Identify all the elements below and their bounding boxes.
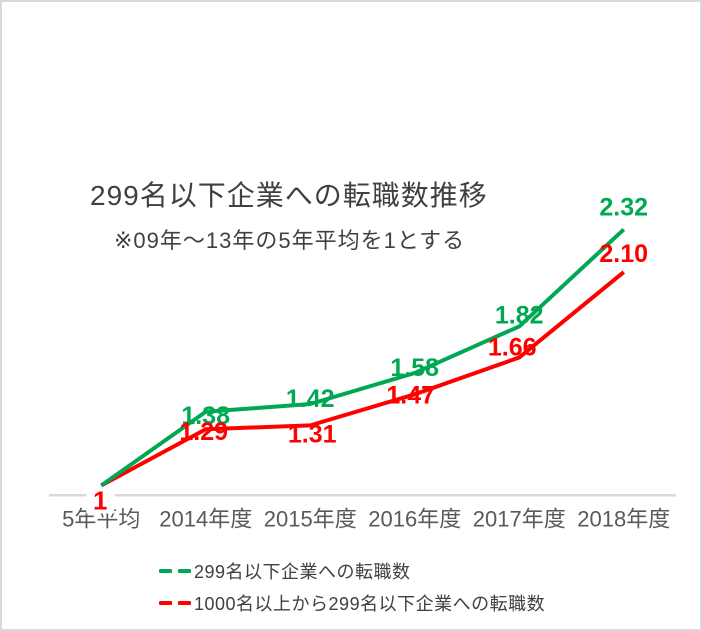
legend: 299名以下企業への転職数 1000名以上から299名以下企業への転職数	[159, 555, 545, 619]
data-label-red-5年平均: 1	[93, 486, 107, 516]
x-axis-tick-label: 2014年度	[159, 507, 252, 532]
x-axis-tick-label: 2015年度	[264, 507, 357, 532]
data-label-red-2017年度: 1.66	[488, 333, 537, 361]
green-line-sample-icon	[159, 569, 191, 573]
series-line-green	[100, 227, 626, 488]
series-line-red	[100, 270, 626, 488]
chart-title: 299名以下企業への転職数推移	[90, 180, 488, 211]
start-label-backing	[86, 487, 115, 514]
legend-label-red: 1000名以上から299名以下企業への転職数	[194, 594, 546, 614]
data-label-green-2017年度: 1.82	[495, 301, 544, 329]
legend-label-green: 299名以下企業への転職数	[194, 562, 411, 582]
x-axis-tick-label: 2017年度	[473, 507, 566, 532]
legend-item-red-series: 1000名以上から299名以下企業への転職数	[159, 587, 545, 619]
x-axis-tick-label: 2018年度	[577, 507, 670, 532]
data-label-green-2014年度: 1.38	[181, 402, 230, 430]
x-axis-tick-label: 2016年度	[368, 507, 461, 532]
data-label-red-2016年度: 1.47	[386, 381, 435, 409]
data-label-green-2016年度: 1.58	[390, 354, 439, 382]
red-line-sample-icon	[159, 601, 191, 605]
data-label-green-2015年度: 1.42	[286, 385, 335, 413]
data-label-green-2018年度: 2.32	[599, 193, 648, 221]
chart-subtitle: ※09年～13年の5年平均を1とする	[114, 228, 466, 253]
legend-item-green-series: 299名以下企業への転職数	[159, 555, 545, 587]
data-label-red-2015年度: 1.31	[288, 420, 337, 448]
data-label-red-2014年度: 1.29	[179, 418, 228, 446]
data-label-red-2018年度: 2.10	[599, 240, 648, 268]
